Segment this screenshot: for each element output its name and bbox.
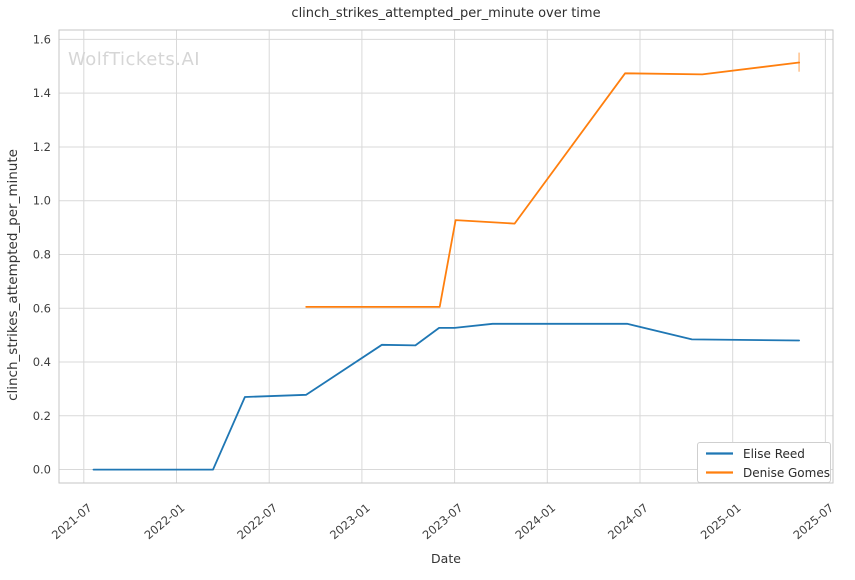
series-line-elise-reed [92, 322, 800, 471]
x-tick-labels: 2021-07 2022-01 2022-07 2023-01 2023-07 2024-… [49, 501, 836, 543]
watermark: WolfTickets.AI [68, 49, 200, 70]
legend-label-elise-reed: Elise Reed [743, 447, 805, 461]
y-tick-label: 1.0 [33, 194, 51, 208]
x-tick-label: 2024-07 [605, 501, 651, 543]
legend-label-denise-gomes: Denise Gomes [743, 466, 830, 480]
x-tick-label: 2025-07 [790, 501, 836, 543]
y-tick-label: 0.4 [33, 355, 51, 369]
y-axis-label: clinch_strikes_attempted_per_minute [5, 149, 21, 401]
gridlines [59, 30, 833, 483]
x-tick-label: 2023-07 [420, 501, 466, 543]
series-line-denise-gomes [305, 61, 800, 308]
series-lines [92, 52, 800, 471]
x-tick-label: 2024-01 [512, 501, 558, 543]
x-tick-label: 2021-07 [49, 501, 95, 543]
x-tick-label: 2025-01 [698, 501, 744, 543]
y-tick-label: 0.2 [33, 409, 51, 423]
y-tick-label: 0.0 [33, 463, 51, 477]
chart-title: clinch_strikes_attempted_per_minute over… [291, 6, 600, 21]
x-tick-label: 2023-01 [327, 501, 373, 543]
plot-area [59, 30, 833, 483]
plot-border [58, 29, 834, 484]
x-tick-label: 2022-01 [142, 501, 188, 543]
y-tick-label: 1.6 [33, 32, 51, 46]
y-tick-label: 1.4 [33, 86, 51, 100]
y-tick-label: 0.6 [33, 301, 51, 315]
y-tick-label: 1.2 [33, 140, 51, 154]
y-tick-label: 0.8 [33, 247, 51, 261]
x-tick-label: 2022-07 [234, 501, 280, 543]
x-axis-label: Date [431, 551, 461, 566]
legend: Elise Reed Denise Gomes [697, 442, 831, 483]
y-tick-labels: 0.0 0.2 0.4 0.6 0.8 1.0 1.2 1.4 1.6 [33, 32, 51, 476]
